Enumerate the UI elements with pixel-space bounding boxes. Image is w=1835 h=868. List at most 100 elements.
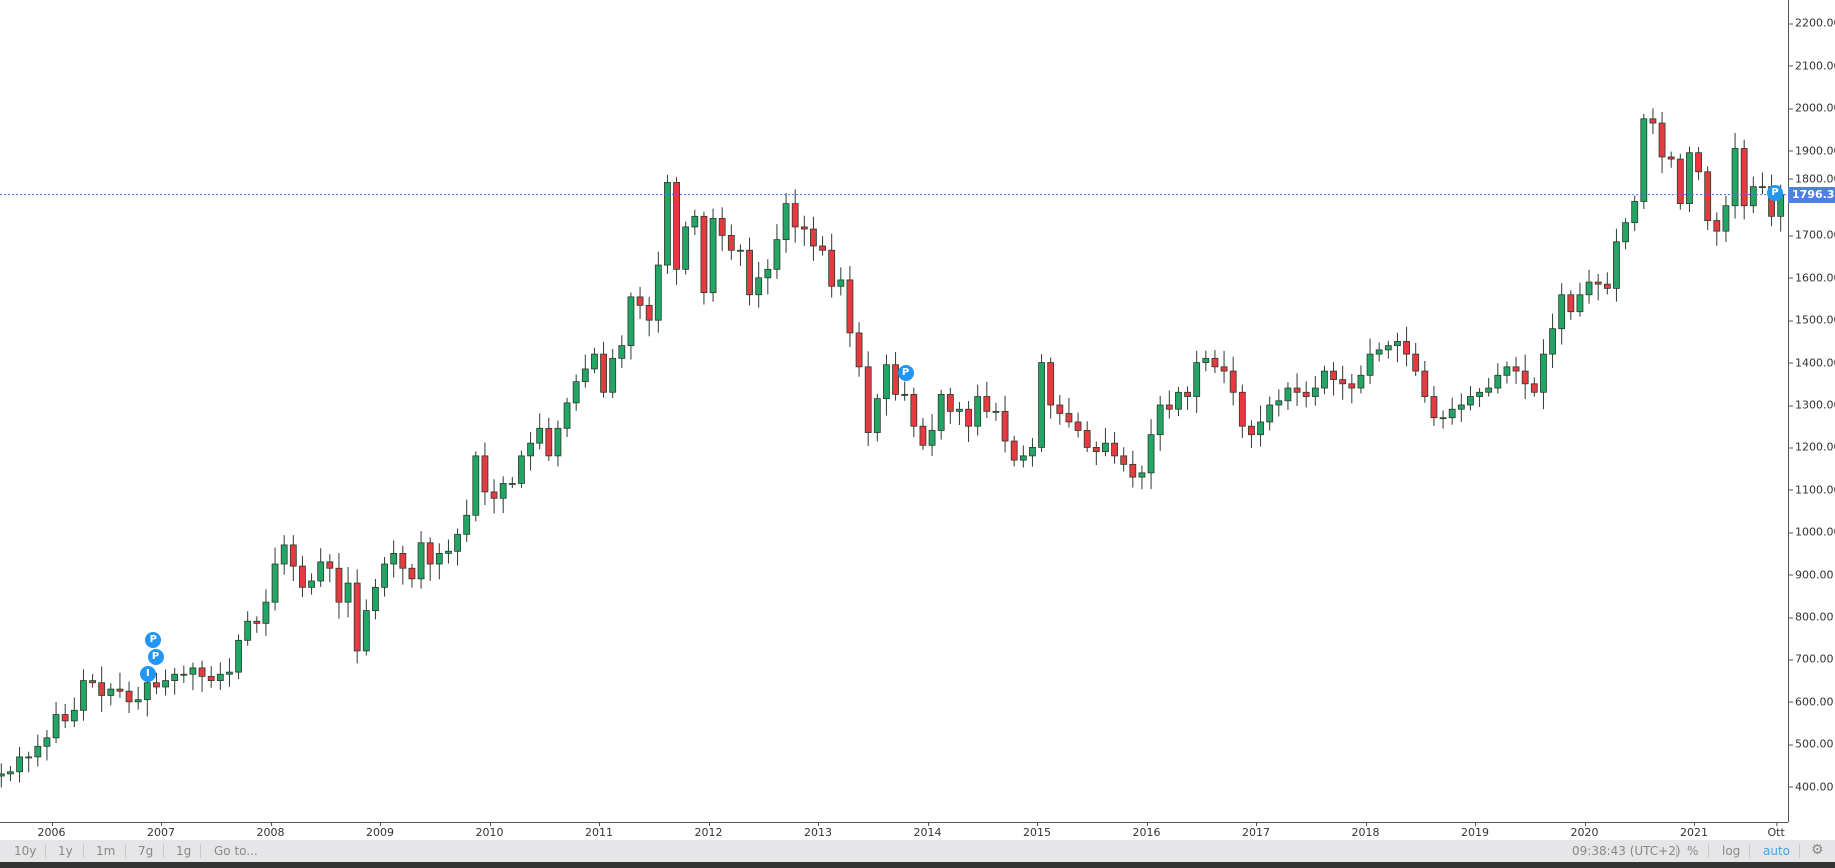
price-tick-label: 2200.00 bbox=[1789, 17, 1835, 30]
bottom-toolbar: 10y 1y 1m 7g 1g Go to... 09:38:43 (UTC+2… bbox=[0, 840, 1835, 862]
last-price-label: 1796.30 bbox=[1788, 186, 1835, 203]
time-tick-label: 2009 bbox=[366, 823, 394, 839]
time-tick-label: 2015 bbox=[1023, 823, 1051, 839]
candle-down bbox=[1530, 383, 1538, 393]
time-tick-label: 2010 bbox=[475, 823, 504, 839]
event-marker-p[interactable]: P bbox=[145, 632, 162, 649]
candle-up bbox=[1585, 281, 1593, 296]
candle-up bbox=[1284, 387, 1292, 402]
candle-up bbox=[435, 553, 443, 565]
range-1g-button[interactable]: 1g bbox=[176, 844, 192, 858]
candle-down bbox=[673, 181, 680, 270]
candle-down bbox=[1083, 430, 1091, 448]
price-tick-label: 1600.00 bbox=[1789, 271, 1835, 284]
event-marker-p[interactable]: P bbox=[897, 365, 914, 382]
candle-down bbox=[919, 425, 927, 446]
price-tick-label: 900.00 bbox=[1789, 568, 1834, 582]
time-tick-label: 2019 bbox=[1461, 823, 1489, 839]
candle-up bbox=[226, 671, 233, 675]
candle-up bbox=[454, 533, 461, 552]
candle-down bbox=[481, 455, 489, 493]
candle-up bbox=[1147, 434, 1155, 474]
candle-up bbox=[16, 756, 23, 773]
candle-down bbox=[1248, 425, 1255, 436]
candle-up bbox=[1476, 391, 1483, 397]
candle-up bbox=[654, 264, 662, 321]
price-tick-label: 1000.00 bbox=[1789, 526, 1835, 539]
range-1y-button[interactable]: 1y bbox=[58, 844, 73, 858]
range-10y-button[interactable]: 10y bbox=[14, 844, 37, 858]
clock-timezone[interactable]: 09:38:43 (UTC+2) bbox=[1572, 844, 1681, 858]
range-7g-button[interactable]: 7g bbox=[138, 844, 154, 858]
candle-up bbox=[1175, 391, 1182, 410]
candlestick-plot[interactable] bbox=[0, 0, 1788, 822]
event-marker-p[interactable]: P bbox=[147, 649, 164, 666]
candle-down bbox=[645, 304, 653, 321]
candle-up bbox=[1457, 404, 1465, 410]
event-marker-p[interactable]: P bbox=[1767, 185, 1784, 201]
candle-down bbox=[89, 680, 96, 684]
candle-down bbox=[1165, 404, 1173, 410]
price-tick-label: 1500.00 bbox=[1789, 314, 1835, 327]
time-tick-label: 2011 bbox=[585, 823, 613, 839]
candle-up bbox=[992, 410, 1000, 413]
divider bbox=[83, 844, 84, 858]
auto-toggle[interactable]: auto bbox=[1763, 844, 1791, 858]
candle-up bbox=[572, 381, 580, 404]
candle-up bbox=[1321, 370, 1328, 389]
candle-up bbox=[262, 601, 270, 624]
time-tick-label: 2008 bbox=[256, 823, 285, 839]
candle-up bbox=[271, 563, 279, 603]
candle-up bbox=[518, 455, 525, 484]
candle-up bbox=[25, 756, 33, 759]
candle-down bbox=[864, 366, 872, 433]
candle-up bbox=[773, 239, 781, 270]
candle-down bbox=[1740, 148, 1748, 207]
candle-up bbox=[180, 673, 188, 676]
candle-down bbox=[810, 228, 817, 247]
candle-up bbox=[52, 714, 60, 739]
range-1m-button[interactable]: 1m bbox=[96, 844, 116, 858]
candle-up bbox=[1375, 349, 1383, 355]
candle-up bbox=[837, 279, 845, 287]
candle-up bbox=[1439, 417, 1447, 420]
candle-down bbox=[1056, 404, 1064, 414]
candle-up bbox=[362, 610, 370, 652]
divider bbox=[1708, 844, 1709, 858]
candle-up bbox=[1631, 201, 1639, 224]
candle-up bbox=[664, 181, 671, 266]
candle-down bbox=[1567, 294, 1575, 313]
candle-up bbox=[344, 582, 352, 603]
price-axis[interactable]: 400.00 500.00 600.00 700.00 800.00 900.00 1000… bbox=[1788, 0, 1835, 822]
candle-up bbox=[1731, 148, 1739, 207]
candle-up bbox=[1558, 294, 1566, 330]
candle-down bbox=[965, 408, 972, 427]
candle-up bbox=[1138, 472, 1146, 478]
candle-up bbox=[34, 745, 42, 758]
candle-down bbox=[1330, 370, 1337, 380]
percent-toggle[interactable]: % bbox=[1687, 844, 1699, 858]
candle-up bbox=[1029, 446, 1036, 457]
candle-up bbox=[80, 680, 87, 711]
candle-down bbox=[746, 249, 753, 296]
candle-down bbox=[1676, 158, 1684, 205]
candle-up bbox=[554, 427, 562, 457]
price-tick-label: 1200.00 bbox=[1789, 441, 1835, 454]
goto-button[interactable]: Go to... bbox=[214, 844, 258, 858]
candle-up bbox=[1357, 374, 1365, 389]
candle-down bbox=[1667, 156, 1675, 160]
candle-up bbox=[499, 483, 507, 499]
settings-gear-icon[interactable]: ⚙ bbox=[1811, 842, 1824, 858]
candle-down bbox=[1704, 171, 1712, 221]
candle-up bbox=[591, 353, 598, 370]
candle-up bbox=[1448, 408, 1456, 419]
candle-up bbox=[235, 639, 242, 673]
event-marker-i[interactable]: I bbox=[139, 666, 156, 683]
candle-down bbox=[1111, 442, 1118, 457]
candle-down bbox=[399, 553, 407, 569]
time-axis[interactable]: 2006 2007 2008 2009 2010 2011 2012 2013 2014 2015… bbox=[0, 822, 1788, 841]
candle-down bbox=[946, 393, 954, 412]
time-tick-label: 2020 bbox=[1570, 823, 1599, 839]
candle-down bbox=[1603, 283, 1611, 289]
log-toggle[interactable]: log bbox=[1722, 844, 1741, 858]
